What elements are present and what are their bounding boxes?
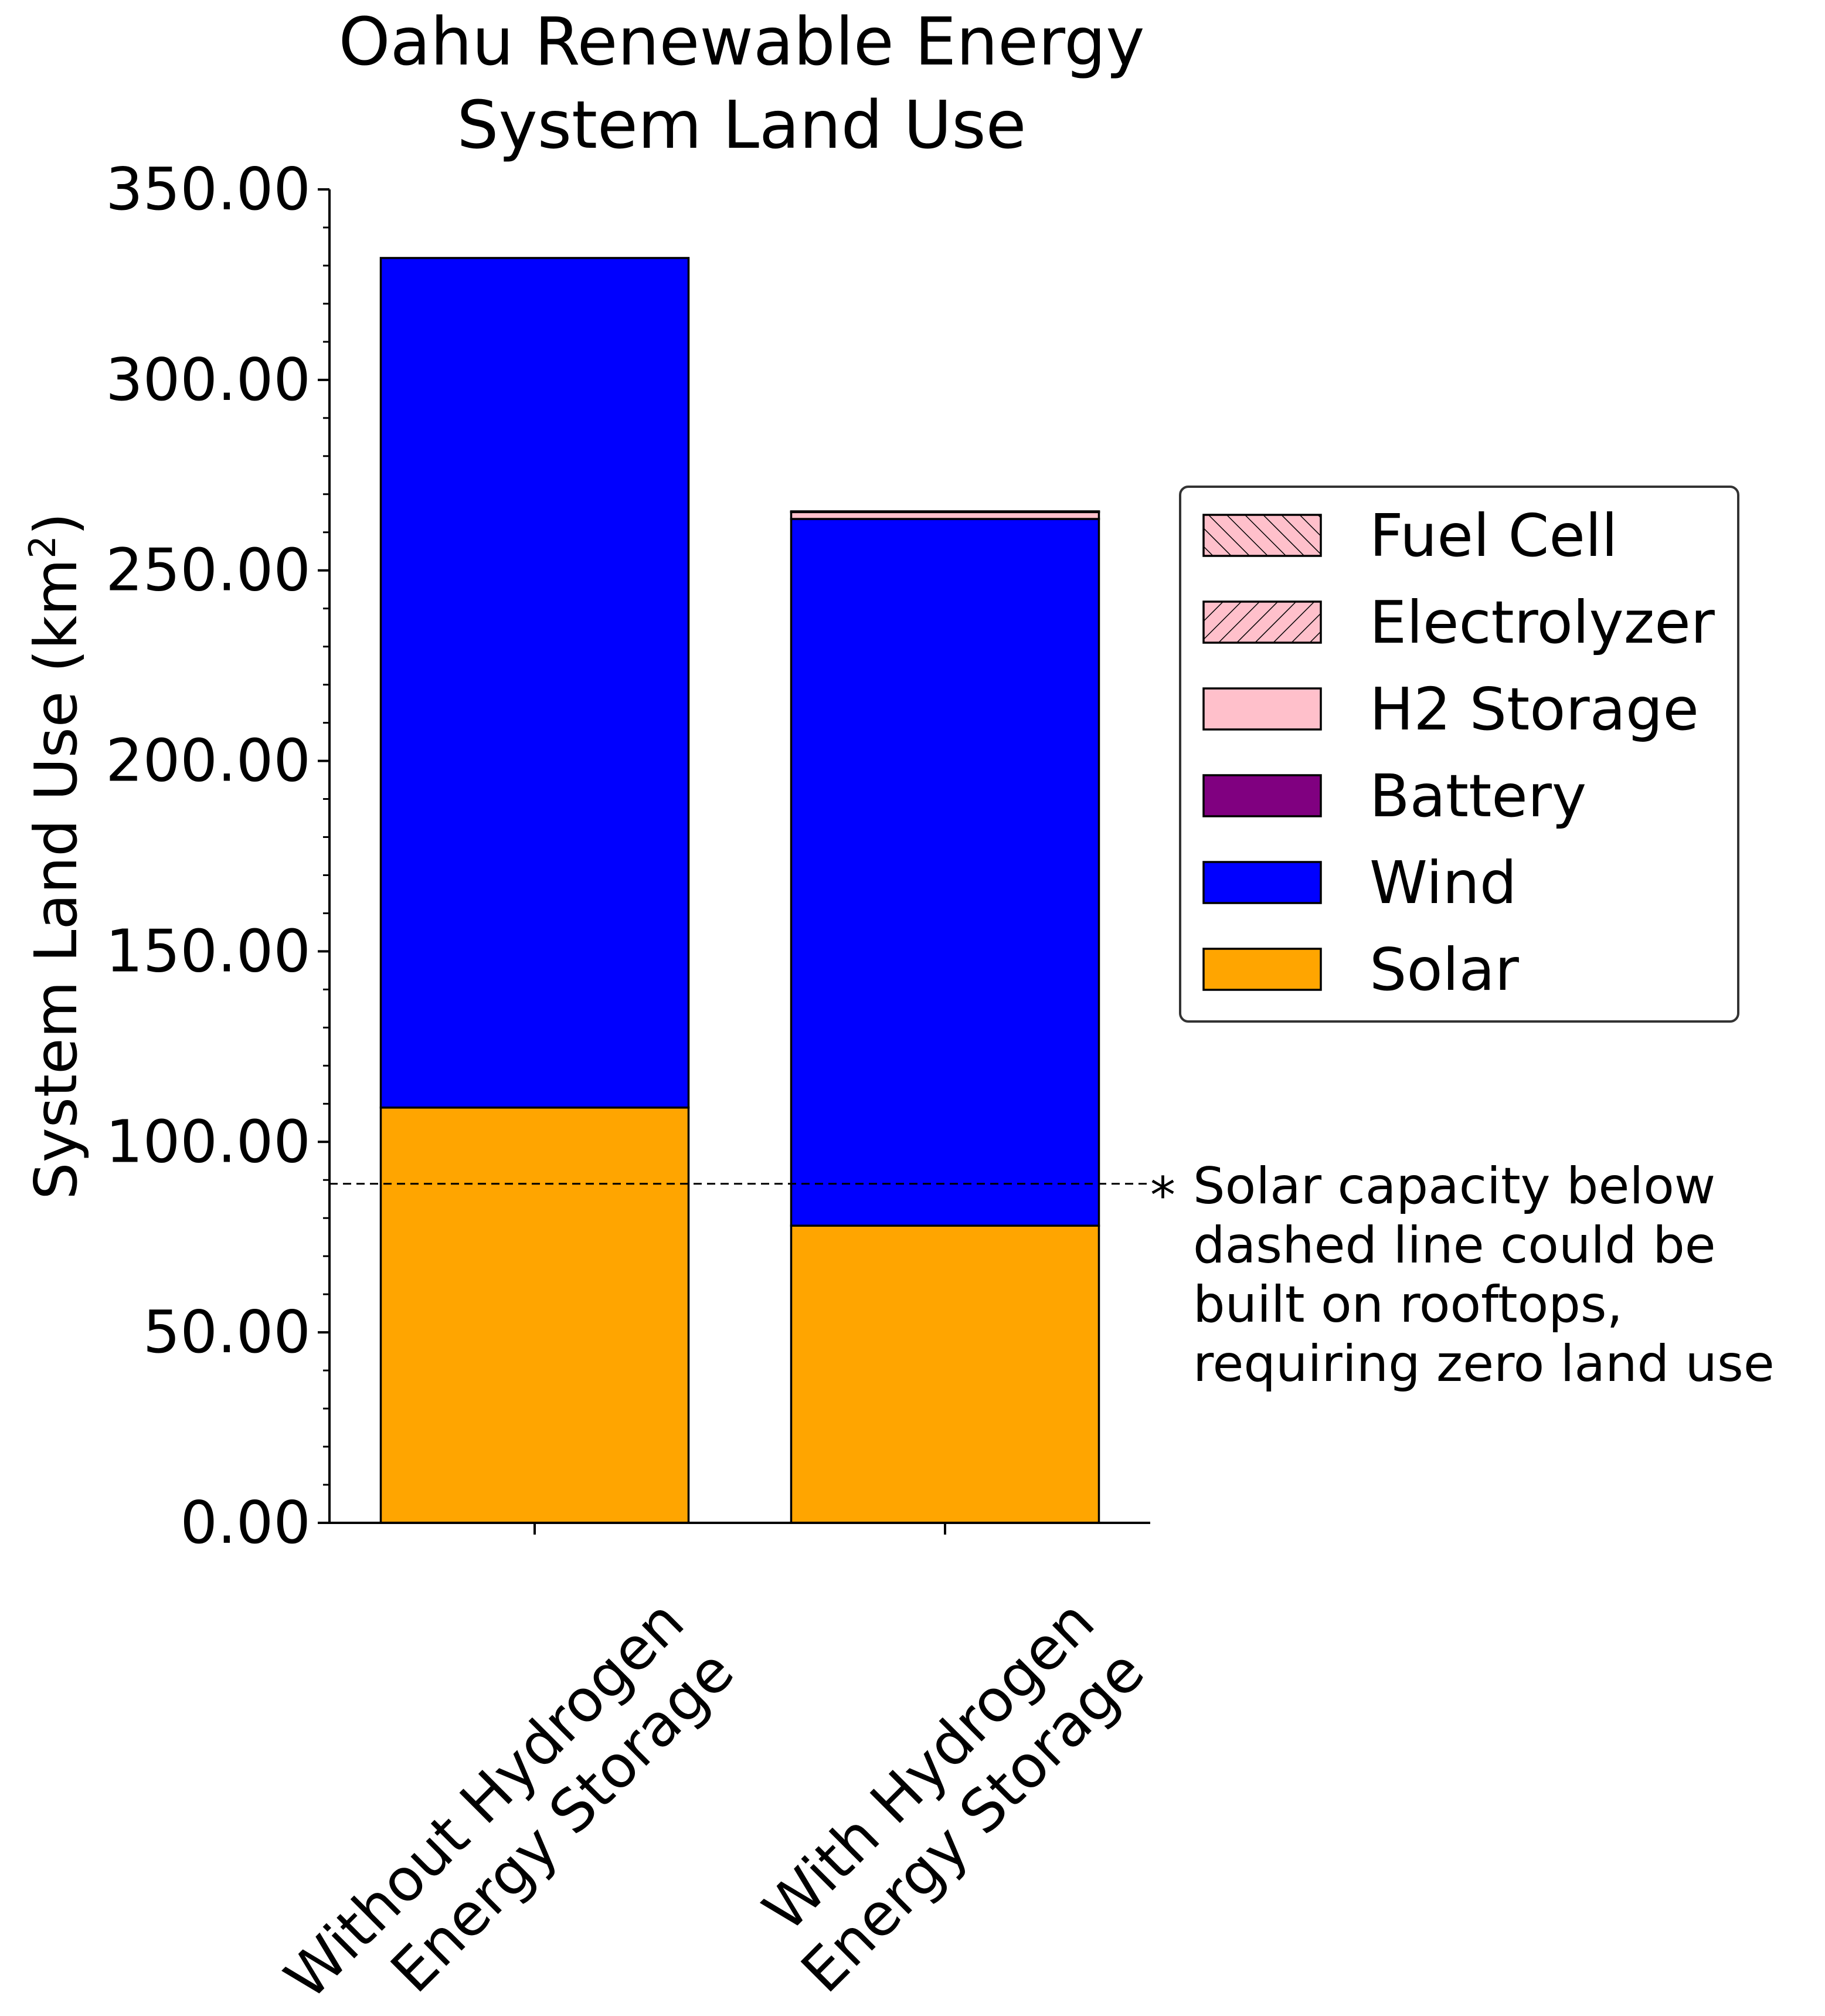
chart-title-line-1: Oahu Renewable Energy (338, 4, 1144, 80)
bar-solar-0 (379, 1107, 690, 1524)
axes-layer (328, 189, 1150, 1524)
legend-label-battery: Battery (1369, 762, 1586, 830)
legend-swatch-fuel-cell (1202, 514, 1322, 557)
legend-items: Fuel Cell Electrolyzer H2 Storage Battery Wi… (1202, 501, 1715, 1004)
bar-wind-0 (379, 257, 690, 1109)
annotation-line-4: requiring zero land use (1193, 1335, 1775, 1393)
y-tick-label: 0.00 (180, 1488, 311, 1557)
y-axis-label: System Land Use (km2) (21, 513, 91, 1200)
x-ticks-layer: Without HydrogenEnergy Storage With Hydro… (272, 1523, 1157, 2016)
bar-fuel-cell-1 (790, 510, 1100, 513)
legend: Fuel Cell Electrolyzer H2 Storage Battery Wi… (1179, 486, 1739, 1023)
legend-label-solar: Solar (1369, 935, 1520, 1004)
annotation-marker: * (1150, 1166, 1175, 1225)
legend-swatch-battery (1202, 774, 1322, 817)
legend-label-h2-storage: H2 Storage (1369, 675, 1699, 744)
bars-layer (379, 257, 1100, 1524)
y-tick-label: 350.00 (106, 155, 311, 223)
x-tick-label: With HydrogenEnergy Storage (739, 1587, 1157, 2005)
legend-label-fuel-cell: Fuel Cell (1369, 501, 1617, 570)
legend-label-electrolyzer: Electrolyzer (1369, 588, 1715, 657)
bar-h2-storage-1 (790, 511, 1100, 520)
legend-swatch-h2-storage (1202, 687, 1322, 731)
bar-solar-1 (790, 1224, 1100, 1524)
legend-swatch-wind (1202, 861, 1322, 904)
y-tick-label: 150.00 (106, 917, 311, 985)
y-tick-label: 50.00 (143, 1298, 311, 1366)
x-tick-label: Without HydrogenEnergy Storage (272, 1587, 747, 2016)
bar-wind-1 (790, 518, 1100, 1227)
y-tick-label: 100.00 (106, 1107, 311, 1176)
x-tick-label-line: Without Hydrogen (272, 1587, 697, 2012)
y-ticks-layer: 0.00 50.00 100.00 150.00 200.00 250.00 300.00 3… (106, 155, 329, 1557)
annotation-line-1: Solar capacity below (1193, 1157, 1715, 1216)
annotation-line-2: dashed line could be (1193, 1216, 1716, 1275)
legend-swatch-electrolyzer (1202, 600, 1322, 644)
chart-title-line-2: System Land Use (457, 87, 1026, 164)
legend-swatch-solar (1202, 948, 1322, 991)
y-tick-label: 250.00 (106, 536, 311, 605)
annotation-line-3: built on rooftops, (1193, 1275, 1623, 1334)
y-tick-label: 300.00 (106, 345, 311, 414)
legend-label-wind: Wind (1369, 849, 1517, 917)
y-tick-label: 200.00 (106, 727, 311, 795)
